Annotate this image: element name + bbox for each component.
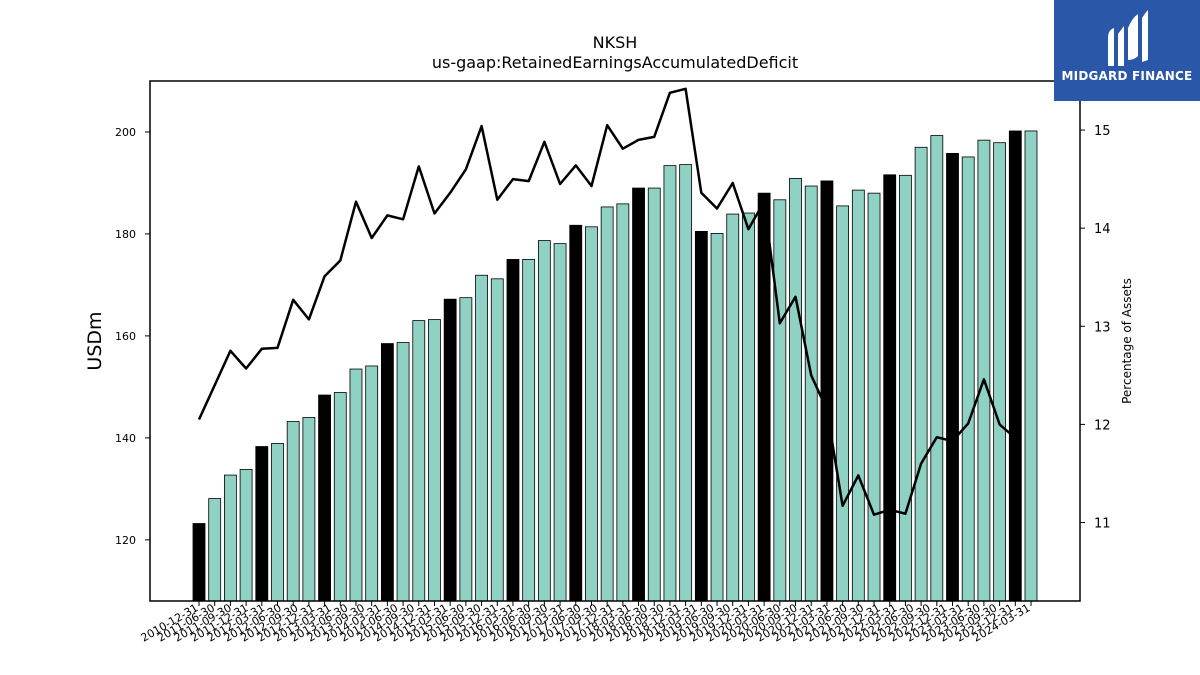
- bar: [804, 185, 818, 602]
- brand-logo: MIDGARD FINANCE: [1054, 0, 1200, 101]
- bar: [914, 146, 928, 602]
- bar: [286, 421, 300, 602]
- chart-subtitle: us-gaap:RetainedEarningsAccumulatedDefic…: [432, 53, 798, 72]
- bar: [789, 177, 802, 602]
- bar: [428, 319, 441, 602]
- axes: 12014016018020011121314152010-12-312011-…: [115, 80, 1111, 645]
- bar: [443, 298, 457, 602]
- bar: [993, 142, 1007, 602]
- y-tick-label: 120: [115, 534, 136, 547]
- bar: [930, 135, 944, 602]
- bar: [271, 443, 284, 602]
- bar: [961, 156, 975, 602]
- bar: [851, 189, 865, 602]
- bar: [710, 233, 724, 602]
- brand-name: MIDGARD FINANCE: [1061, 69, 1193, 83]
- bar: [302, 417, 316, 602]
- bar: [836, 205, 850, 602]
- bar: [365, 365, 379, 602]
- bar: [192, 523, 206, 602]
- percentage-line: [197, 87, 1017, 516]
- bar: [977, 139, 991, 602]
- bar: [600, 206, 614, 602]
- bar: [585, 226, 598, 602]
- bar: [679, 164, 693, 602]
- bar: [396, 342, 410, 602]
- y-tick-label: 200: [115, 126, 136, 139]
- bar: [820, 180, 834, 602]
- bar: [726, 213, 740, 602]
- bar: [349, 368, 363, 602]
- bar: [1008, 130, 1022, 602]
- y2-axis-label: Percentage of Assets: [1120, 278, 1134, 404]
- y2-tick-label: 13: [1094, 320, 1111, 335]
- line-series: [197, 87, 1017, 516]
- y-axis-label: USDm: [84, 311, 106, 370]
- bar: [380, 343, 394, 602]
- y2-tick-label: 11: [1094, 517, 1111, 532]
- y2-tick-label: 12: [1094, 418, 1111, 433]
- bar: [475, 274, 488, 602]
- bar: [255, 446, 269, 602]
- plot-frame: [149, 80, 1081, 602]
- y2-tick-label: 15: [1094, 124, 1111, 139]
- bar: [883, 174, 897, 602]
- bar: [239, 469, 253, 602]
- bar: [757, 192, 771, 602]
- midgard-logo-icon: [1108, 10, 1148, 66]
- bar: [616, 203, 630, 602]
- y2-tick-label: 14: [1094, 222, 1111, 237]
- bar: [208, 498, 222, 602]
- bar-series: [192, 130, 1038, 602]
- bar: [1024, 130, 1038, 602]
- bar: [223, 474, 237, 602]
- bar: [899, 174, 912, 602]
- bar: [490, 278, 504, 602]
- bar: [663, 165, 677, 602]
- bar: [632, 187, 645, 602]
- bar: [333, 392, 347, 602]
- bar: [647, 187, 661, 602]
- bar: [946, 152, 959, 602]
- chart-title: NKSH: [593, 33, 638, 52]
- bar: [318, 394, 331, 602]
- bar: [522, 259, 536, 602]
- bar: [506, 259, 520, 602]
- bar: [412, 320, 426, 602]
- y-tick-label: 140: [115, 432, 136, 445]
- y-tick-label: 160: [115, 330, 136, 343]
- bar: [742, 212, 755, 602]
- bar: [537, 240, 551, 602]
- bar: [694, 230, 708, 602]
- bar: [459, 297, 473, 602]
- bar: [569, 224, 583, 602]
- bar: [553, 243, 567, 602]
- bar: [773, 199, 787, 602]
- y-tick-label: 180: [115, 228, 136, 241]
- bar: [867, 192, 881, 602]
